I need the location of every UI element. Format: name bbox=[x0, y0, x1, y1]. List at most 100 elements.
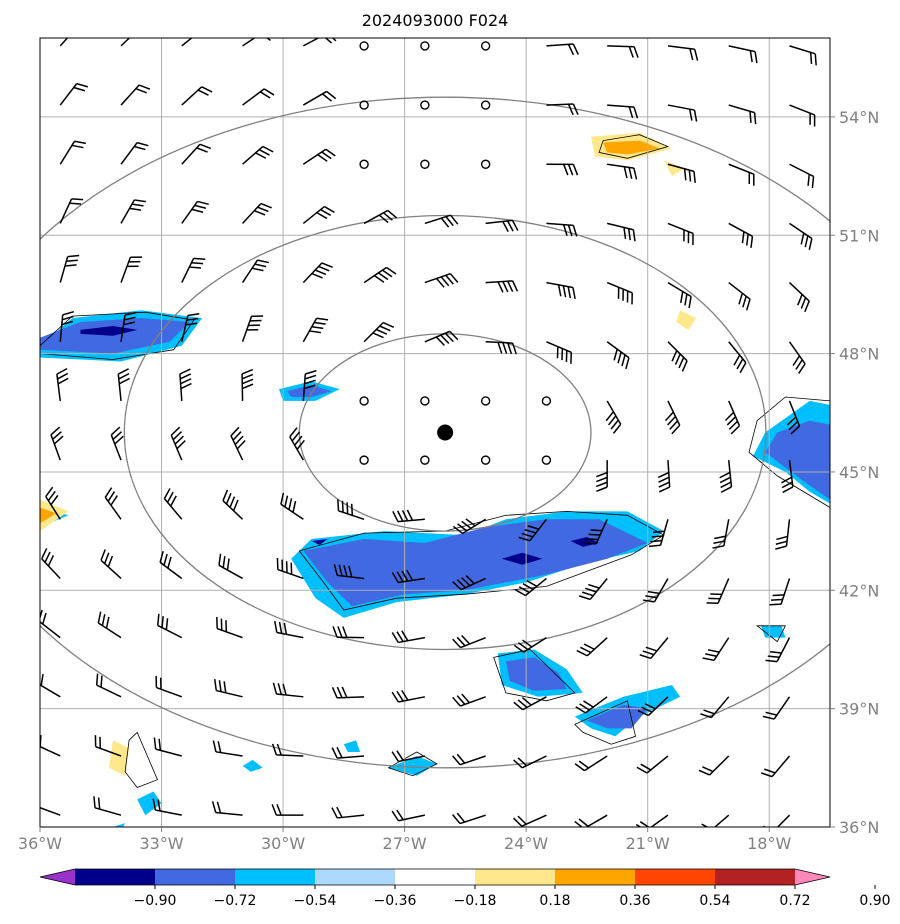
wind-barb-flag bbox=[382, 321, 395, 328]
wind-barb-flag bbox=[456, 695, 466, 705]
wind-barb-flag bbox=[326, 90, 337, 100]
calm-wind-circle bbox=[541, 396, 552, 406]
wind-barb-flag bbox=[156, 613, 160, 626]
wind-barb-flag bbox=[461, 577, 471, 587]
wind-barb-flag bbox=[112, 431, 123, 441]
wind-barb-flag bbox=[658, 476, 670, 483]
wind-barb-flag bbox=[586, 538, 599, 541]
wind-barb-flag bbox=[449, 214, 459, 225]
wind-barb-flag bbox=[74, 140, 87, 145]
shaded-region bbox=[388, 756, 437, 776]
wind-barb-flag bbox=[391, 572, 399, 583]
wind-barb-flag bbox=[436, 278, 445, 288]
colorbar-bin bbox=[155, 869, 236, 885]
wind-barb-flag bbox=[271, 743, 278, 756]
wind-barb-flag bbox=[273, 38, 275, 39]
wind-barb-flag bbox=[771, 598, 783, 601]
wind-barb-flag bbox=[316, 317, 329, 321]
wind-barb-flag bbox=[680, 291, 684, 304]
wind-barb-flag bbox=[762, 715, 775, 720]
colorbar-tick-label: 0.90 bbox=[859, 893, 890, 909]
wind-barb-flag bbox=[241, 378, 254, 385]
range-ring bbox=[123, 214, 767, 651]
shaded-region bbox=[40, 507, 57, 524]
wind-barb-flag bbox=[189, 266, 201, 269]
y-tick-label: 36°N bbox=[839, 818, 879, 837]
wind-barb-flag bbox=[392, 510, 399, 523]
wind-barb-flag bbox=[461, 520, 472, 529]
wind-barb-flag bbox=[338, 564, 343, 577]
wind-barb-flag bbox=[391, 810, 400, 822]
wind-barb-flag bbox=[511, 219, 519, 231]
calm-wind-circle bbox=[359, 396, 369, 406]
wind-barb-flag bbox=[730, 425, 740, 435]
wind-barb-flag bbox=[396, 809, 404, 821]
wind-barb-flag bbox=[775, 540, 788, 545]
wind-barb-flag bbox=[187, 313, 200, 317]
wind-barb-flag bbox=[763, 768, 776, 774]
wind-barb-flag bbox=[445, 216, 454, 227]
wind-barb-flag bbox=[517, 699, 528, 708]
wind-barb-shaft bbox=[776, 814, 791, 827]
wind-barb-flag bbox=[284, 495, 289, 508]
wind-barb-flag bbox=[401, 510, 409, 522]
wind-barb-flag bbox=[97, 797, 101, 810]
wind-barb-flag bbox=[118, 372, 130, 380]
wind-barb-flag bbox=[97, 611, 102, 624]
colorbar-extend-max bbox=[795, 869, 830, 885]
wind-barb-flag bbox=[452, 755, 461, 766]
wind-barb-flag bbox=[401, 570, 409, 582]
wind-barb-flag bbox=[583, 700, 594, 708]
wind-barb-flag bbox=[507, 280, 514, 292]
wind-barb-flag bbox=[324, 38, 333, 44]
colorbar-tick-label: −0.54 bbox=[294, 893, 337, 909]
wind-barb-flag bbox=[272, 682, 278, 695]
wind-barb-flag bbox=[452, 581, 462, 591]
wind-barb-flag bbox=[664, 411, 674, 422]
wind-barb-flag bbox=[588, 583, 600, 589]
wind-barb-flag bbox=[678, 357, 685, 369]
wind-barb-flag bbox=[242, 383, 254, 390]
wind-barb-flag bbox=[105, 616, 110, 629]
wind-barb-flag bbox=[277, 683, 283, 695]
wind-barb-flag bbox=[57, 377, 69, 385]
wind-barb-flag bbox=[623, 227, 627, 240]
wind-barb-flag bbox=[613, 348, 618, 361]
wind-barb-flag bbox=[809, 52, 813, 64]
wind-barb-flag bbox=[332, 626, 338, 638]
calm-wind-circle bbox=[480, 41, 491, 51]
calm-wind-circle bbox=[480, 159, 491, 169]
wind-barb-flag bbox=[223, 681, 227, 693]
wind-barb-flag bbox=[66, 259, 78, 263]
wind-barb-flag bbox=[808, 238, 813, 250]
wind-barb-flag bbox=[260, 202, 272, 209]
x-tick-label: 30°W bbox=[261, 834, 305, 853]
wind-barb-flag bbox=[314, 269, 327, 276]
wind-barb-flag bbox=[440, 217, 450, 228]
wind-barb-flag bbox=[581, 591, 594, 597]
wind-barb-flag bbox=[406, 569, 414, 581]
x-tick-label: 18°W bbox=[747, 834, 791, 853]
contour-line bbox=[574, 700, 636, 745]
wind-barb-flag bbox=[739, 362, 747, 374]
wind-barb-flag bbox=[804, 235, 809, 248]
wind-barb-flag bbox=[217, 741, 222, 753]
wind-barb-flag bbox=[213, 678, 218, 691]
wind-barb-flag bbox=[745, 233, 749, 246]
calm-wind-circle bbox=[420, 455, 430, 465]
wind-barb-flag bbox=[372, 332, 384, 339]
colorbar-outline bbox=[39, 868, 831, 886]
wind-barb-flag bbox=[521, 532, 534, 538]
wind-barb-flag bbox=[336, 686, 343, 699]
wind-barb-flag bbox=[702, 657, 715, 662]
wind-barb-flag bbox=[617, 351, 622, 364]
wind-barb-flag bbox=[628, 167, 633, 179]
wind-barb-flag bbox=[513, 759, 523, 769]
wind-barb-flag bbox=[71, 144, 84, 149]
wind-barb-flag bbox=[714, 535, 726, 540]
wind-barb-flag bbox=[749, 50, 753, 63]
wind-barb-flag bbox=[170, 426, 181, 436]
wind-barb-flag bbox=[461, 693, 470, 704]
wind-barb-flag bbox=[304, 379, 316, 385]
wind-barb-flag bbox=[172, 431, 183, 441]
